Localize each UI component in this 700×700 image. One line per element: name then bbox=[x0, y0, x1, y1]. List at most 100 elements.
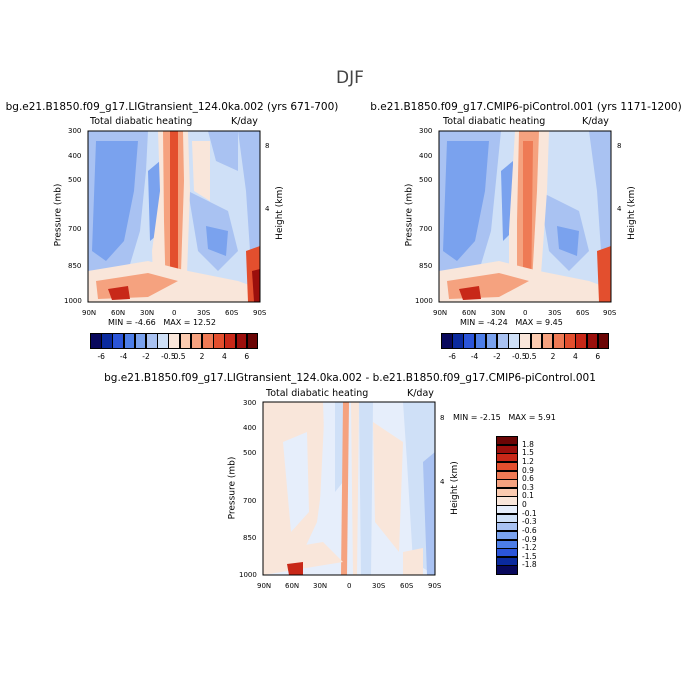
panel2-xtick-30s: 30S bbox=[548, 309, 562, 317]
panel3-colorbar-label: -0.3 bbox=[522, 517, 537, 527]
panel3-ytick-850: 850 bbox=[243, 534, 257, 542]
panel2-ytick-500: 500 bbox=[419, 176, 433, 184]
panel3-y2label: Height (km) bbox=[449, 461, 460, 515]
panel2-stats: MIN = -4.24 MAX = 9.45 bbox=[460, 318, 563, 327]
panel1-colorbar-cell bbox=[202, 333, 214, 349]
panel2-ytick-700: 700 bbox=[419, 225, 433, 233]
panel3-colorbar-label: 1.2 bbox=[522, 456, 534, 466]
panel1-xtick-60n: 60N bbox=[111, 309, 126, 317]
panel2-colorbar-cell bbox=[508, 333, 520, 349]
panel2-xtick-30n: 30N bbox=[491, 309, 506, 317]
panel3-colorbar-cell bbox=[496, 565, 518, 575]
panel2-units-label: K/day bbox=[582, 116, 609, 127]
panel2-colorbar-cell bbox=[474, 333, 487, 349]
panel2-colorbar-cell bbox=[463, 333, 476, 349]
panel2-colorbar-cell bbox=[485, 333, 498, 349]
panel3-min-value: -2.15 bbox=[480, 413, 501, 422]
panel1-y2label: Height (km) bbox=[274, 186, 285, 240]
panel2-colorbar-cell bbox=[586, 333, 599, 349]
panel2-y2tick-8: 8 bbox=[617, 142, 622, 150]
panel3-ytick-1000: 1000 bbox=[239, 571, 257, 579]
panel2-variable-label: Total diabatic heating bbox=[443, 116, 546, 127]
panel3-colorbar-label: -0.9 bbox=[522, 534, 537, 544]
panel1-colorbar-label: 0.5 bbox=[173, 352, 186, 361]
panel3-colorbar-cell bbox=[496, 556, 518, 566]
panel2-colorbar-cell bbox=[441, 333, 453, 349]
panel3-colorbar-label: -0.1 bbox=[522, 508, 537, 518]
panel3-colorbar-label: -1.5 bbox=[522, 551, 537, 561]
panel3-ylabel: Pressure (mb) bbox=[227, 456, 238, 520]
panel1-colorbar-cell bbox=[246, 333, 259, 349]
panel1-colorbar-cell bbox=[190, 333, 203, 349]
panel3-xtick-30n: 30N bbox=[313, 582, 328, 590]
panel1-xtick-90n: 90N bbox=[82, 309, 97, 317]
panel3-ytick-700: 700 bbox=[243, 497, 257, 505]
panel3-xtick-30s: 30S bbox=[372, 582, 386, 590]
panel1-min-value: -4.66 bbox=[135, 318, 156, 327]
panel1-colorbar-label: -6 bbox=[97, 352, 105, 361]
panel2-colorbar-cell bbox=[575, 333, 588, 349]
panel3-colorbar-cell bbox=[496, 479, 518, 489]
panel1-colorbar-cell bbox=[224, 333, 237, 349]
panel3-xtick-60n: 60N bbox=[285, 582, 300, 590]
panel2-title: b.e21.B1850.f09_g17.CMIP6-piControl.001 … bbox=[370, 101, 682, 113]
panel2-colorbar-label: 6 bbox=[595, 352, 601, 361]
panel1-stats: MIN = -4.66 MAX = 12.52 bbox=[108, 318, 216, 327]
panel3-colorbar-cell bbox=[496, 530, 518, 540]
panel1-max-label: MAX = bbox=[163, 318, 191, 327]
panel3-xtick-90s: 90S bbox=[428, 582, 442, 590]
panel2-colorbar-cell bbox=[530, 333, 543, 349]
panel3-xtick-60s: 60S bbox=[400, 582, 414, 590]
panel1-xtick-30s: 30S bbox=[197, 309, 211, 317]
panel3-colorbar-cell bbox=[496, 505, 518, 515]
panel1-y2tick-8: 8 bbox=[265, 142, 270, 150]
panel2-y2label: Height (km) bbox=[626, 186, 637, 240]
panel1-colorbar-label: 4 bbox=[222, 352, 227, 361]
panel2-min-label: MIN = bbox=[460, 318, 485, 327]
panel2-colorbar-label: -4 bbox=[470, 352, 479, 361]
panel3-xtick-90n: 90N bbox=[257, 582, 272, 590]
panel1-colorbar-cell bbox=[146, 333, 158, 349]
panel3-colorbar-cell bbox=[496, 522, 518, 532]
panel1-title: bg.e21.B1850.f09_g17.LIGtransient_124.0k… bbox=[5, 101, 339, 113]
panel1-ytick-500: 500 bbox=[68, 176, 82, 184]
panel3-colorbar-labels: 1.8 1.5 1.2 0.9 0.6 0.3 0.1 0 -0.1 -0.3 -0.6 -0.9 -1… bbox=[522, 436, 562, 574]
panel3-colorbar-label: 0 bbox=[522, 500, 527, 509]
panel1-colorbar-cell bbox=[179, 333, 192, 349]
panel3-colorbar-label: 1.8 bbox=[522, 439, 534, 449]
panel3-colorbar-label: -1.2 bbox=[522, 543, 537, 553]
panel1-y2tick-4: 4 bbox=[265, 205, 270, 213]
panel1-ytick-850: 850 bbox=[68, 262, 82, 270]
panel1-colorbar-label: -4 bbox=[119, 352, 128, 361]
panel1-colorbar-label: 6 bbox=[244, 352, 250, 361]
panel1-units-label: K/day bbox=[231, 116, 258, 127]
panel1-colorbar-cell bbox=[213, 333, 225, 349]
panel3-colorbar-cell bbox=[496, 496, 518, 506]
panel3-colorbar-cell bbox=[496, 487, 518, 497]
panel3-ytick-400: 400 bbox=[243, 424, 257, 432]
panel2-colorbar-cell bbox=[452, 333, 464, 349]
panel1-plot bbox=[87, 130, 261, 303]
panel1-xtick-30n: 30N bbox=[140, 309, 155, 317]
panel1-min-label: MIN = bbox=[108, 318, 133, 327]
panel3-ytick-300: 300 bbox=[243, 399, 257, 407]
panel3-colorbar bbox=[496, 436, 518, 575]
panel2-colorbar-cell bbox=[519, 333, 532, 349]
panel3-title: bg.e21.B1850.f09_g17.LIGtransient_124.0k… bbox=[104, 372, 596, 384]
panel1-colorbar-cell bbox=[134, 333, 147, 349]
panel3-plot bbox=[262, 401, 436, 576]
panel1-xtick-0: 0 bbox=[172, 309, 177, 317]
panel2-colorbar-label: -0.5 bbox=[512, 352, 527, 361]
panel1-colorbar-cell bbox=[101, 333, 113, 349]
panel2-colorbar bbox=[441, 333, 610, 349]
panel1-colorbar-labels: -6 -4 -2 -0.5 0.5 2 4 6 bbox=[90, 352, 258, 362]
panel1-ytick-1000: 1000 bbox=[64, 297, 82, 305]
panel1-colorbar-cell bbox=[168, 333, 181, 349]
panel2-xtick-60s: 60S bbox=[576, 309, 590, 317]
panel1-ytick-700: 700 bbox=[68, 225, 82, 233]
panel1-colorbar-cell bbox=[123, 333, 136, 349]
panel1-ytick-300: 300 bbox=[68, 127, 82, 135]
panel3-colorbar-label: -0.6 bbox=[522, 525, 537, 535]
panel2-max-value: 9.45 bbox=[545, 318, 563, 327]
panel2-colorbar-labels: -6 -4 -2 -0.5 0.5 2 4 6 bbox=[441, 352, 609, 362]
